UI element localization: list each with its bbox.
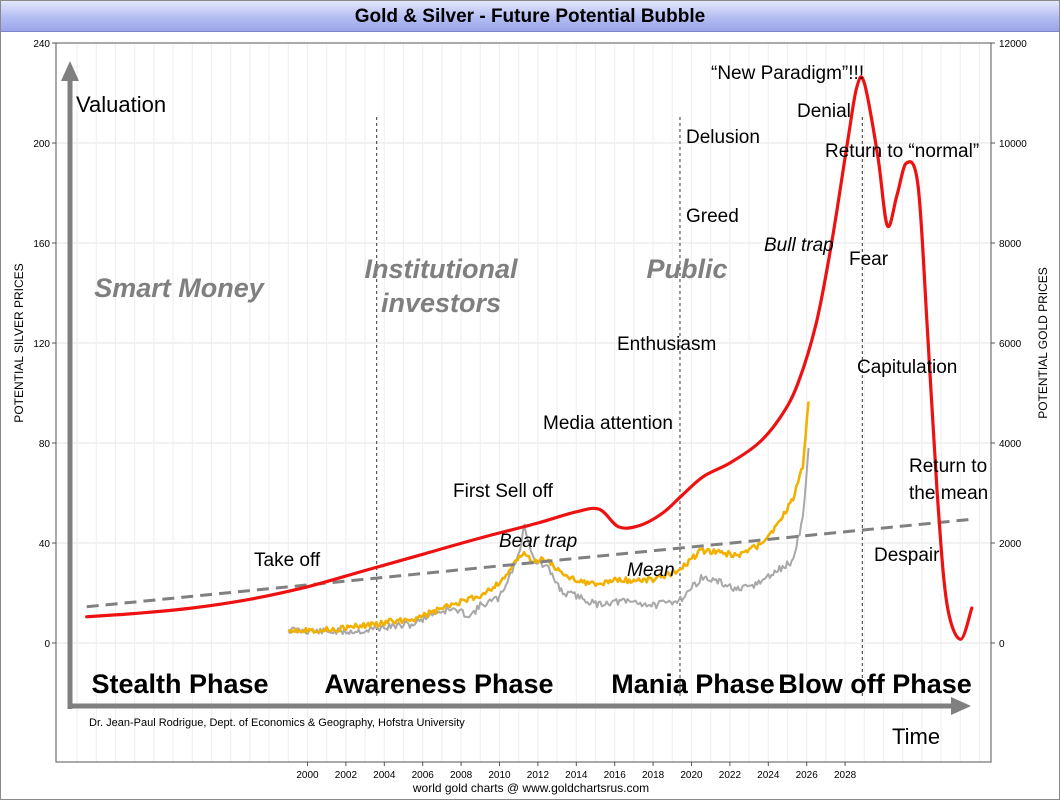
label-return-to-normal: Return to “normal” <box>825 141 979 162</box>
time-axis-arrow <box>68 697 971 715</box>
right-tick-label: 6000 <box>999 339 1022 350</box>
right-tick-label: 2000 <box>999 539 1022 550</box>
label-return-to-mean-2: the mean <box>909 483 988 504</box>
chart-title: Gold & Silver - Future Potential Bubble <box>1 1 1059 32</box>
label-delusion: Delusion <box>686 127 760 148</box>
label-take-off: Take off <box>254 550 321 571</box>
label-capitulation: Capitulation <box>857 357 957 378</box>
phase-stealth: Stealth Phase <box>91 669 268 699</box>
right-tick-label: 10000 <box>999 139 1027 150</box>
x-tick-label: 2014 <box>565 770 588 781</box>
series-layer <box>85 75 974 641</box>
valuation-axis-arrow <box>61 61 79 709</box>
x-tick-label: 2010 <box>488 770 511 781</box>
label-return-to-mean-1: Return to <box>909 456 987 477</box>
phase-mania: Mania Phase <box>611 669 775 699</box>
x-tick-label: 2020 <box>680 770 703 781</box>
silver-price-line <box>287 447 810 636</box>
label-denial: Denial <box>797 101 851 122</box>
label-bear-trap: Bear trap <box>499 531 577 552</box>
label-smart-money: Smart Money <box>94 273 266 303</box>
label-despair: Despair <box>874 545 940 566</box>
x-tick-label: 2012 <box>527 770 550 781</box>
label-investors: investors <box>381 288 501 318</box>
label-first-sell-off: First Sell off <box>453 481 554 502</box>
x-tick-label: 2028 <box>834 770 857 781</box>
right-axis-title: POTENTIAL GOLD PRICES <box>1036 267 1050 419</box>
left-tick-label: 120 <box>33 339 50 350</box>
label-greed: Greed <box>686 206 739 227</box>
left-axis-ticks: 0 40 80 120 160 200 240 <box>33 39 56 650</box>
footer-credit: world gold charts @ www.goldchartsrus.co… <box>412 781 650 795</box>
label-valuation: Valuation <box>76 92 166 117</box>
right-tick-label: 12000 <box>999 39 1027 50</box>
x-tick-label: 2008 <box>450 770 473 781</box>
phase-blow-off: Blow off Phase <box>778 669 972 699</box>
x-tick-label: 2016 <box>604 770 627 781</box>
author-credit: Dr. Jean-Paul Rodrigue, Dept. of Economi… <box>89 717 465 729</box>
right-axis-ticks: 0 2000 4000 6000 8000 10000 12000 <box>991 39 1027 650</box>
label-new-paradigm: “New Paradigm”!!! <box>711 63 864 84</box>
x-tick-label: 2006 <box>412 770 435 781</box>
left-axis-title: POTENTIAL SILVER PRICES <box>12 263 26 422</box>
plot-frame <box>55 42 992 763</box>
label-fear: Fear <box>849 249 889 270</box>
label-bull-trap: Bull trap <box>764 235 834 256</box>
gold-price-line <box>288 401 810 634</box>
label-mean: Mean <box>627 560 675 581</box>
bubble-curve-line <box>85 75 974 641</box>
left-tick-label: 240 <box>33 39 50 50</box>
left-tick-label: 160 <box>33 239 50 250</box>
label-institutional: Institutional <box>365 254 518 284</box>
left-tick-label: 0 <box>44 639 50 650</box>
label-public: Public <box>646 254 727 284</box>
x-tick-label: 2026 <box>796 770 819 781</box>
left-tick-label: 200 <box>33 139 50 150</box>
label-enthusiasm: Enthusiasm <box>617 334 716 355</box>
right-tick-label: 8000 <box>999 239 1022 250</box>
label-media-attention: Media attention <box>543 413 673 434</box>
x-axis-ticks: 2000 2002 2004 2006 2008 2010 2012 2014 2016 2018… <box>296 762 857 781</box>
label-time: Time <box>892 724 940 749</box>
x-tick-label: 2024 <box>757 770 780 781</box>
phase-awareness: Awareness Phase <box>324 669 553 699</box>
x-tick-label: 2000 <box>296 770 319 781</box>
x-tick-label: 2002 <box>335 770 358 781</box>
mean-trend-line <box>86 517 972 609</box>
right-tick-label: 0 <box>999 639 1005 650</box>
left-tick-label: 80 <box>39 439 51 450</box>
left-tick-label: 40 <box>39 539 51 550</box>
right-tick-label: 4000 <box>999 439 1022 450</box>
x-tick-label: 2004 <box>373 770 396 781</box>
phase-dividers <box>376 117 863 697</box>
x-tick-label: 2022 <box>719 770 742 781</box>
x-tick-label: 2018 <box>642 770 665 781</box>
